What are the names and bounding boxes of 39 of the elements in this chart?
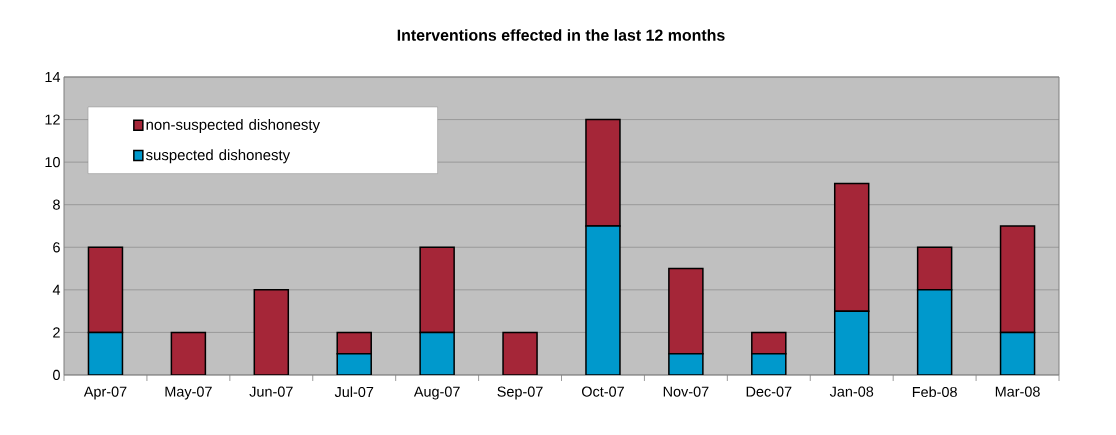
bar: [502, 331, 538, 375]
x-tick-label: Jun-07: [249, 386, 293, 397]
x-tick-label: Mar-08: [995, 386, 1040, 397]
x-tick-label: Sep-07: [497, 386, 543, 400]
y-tick-label: 0: [53, 369, 60, 381]
bar: [87, 331, 124, 375]
y-tick-label: 8: [53, 199, 60, 210]
y-tick-label: 10: [45, 157, 60, 168]
bar: [833, 182, 870, 312]
x-tick-label: May-07: [165, 386, 212, 400]
x-tick-label: Nov-07: [663, 386, 709, 397]
chart-title: Interventions effected in the last 12 months: [397, 29, 725, 41]
bar: [87, 246, 124, 334]
x-tick-label: Jan-08: [829, 386, 874, 397]
bar: [833, 310, 870, 375]
bar: [668, 267, 704, 355]
bar: [585, 118, 621, 227]
legend-label: non-suspected dishonesty: [146, 118, 320, 133]
x-tick-label: Feb-08: [912, 386, 957, 398]
bar: [585, 225, 621, 375]
y-tick-label: 2: [53, 327, 60, 338]
x-tick-label: Apr-07: [83, 386, 127, 400]
y-tick-label: 6: [53, 242, 60, 253]
y-tick-label: 12: [45, 114, 60, 125]
bar: [419, 331, 455, 375]
bar: [999, 225, 1036, 334]
bar: [916, 289, 953, 375]
legend-label: suspected dishonesty: [146, 149, 291, 164]
bar: [170, 331, 207, 375]
y-tick-label: 14: [45, 72, 61, 82]
x-tick-label: Oct-07: [581, 386, 624, 397]
x-tick-label: Dec-07: [746, 386, 792, 397]
bar: [253, 289, 290, 375]
x-tick-label: Aug-07: [413, 386, 460, 400]
bar: [916, 246, 953, 291]
bar: [419, 246, 455, 334]
y-tick-label: 4: [52, 284, 61, 295]
bar: [999, 331, 1036, 375]
x-tick-label: Jul-07: [334, 386, 374, 398]
